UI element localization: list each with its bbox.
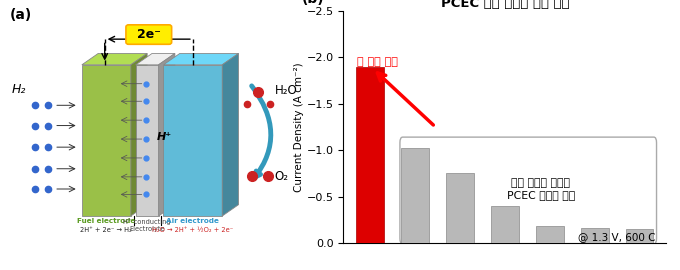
Text: H⁺: H⁺	[157, 132, 172, 142]
Text: (a): (a)	[10, 8, 33, 22]
Bar	[581, 228, 609, 243]
Polygon shape	[82, 53, 147, 65]
FancyBboxPatch shape	[400, 137, 656, 244]
Text: H₂: H₂	[12, 83, 26, 96]
Bar	[446, 173, 474, 243]
Text: Fuel electrode: Fuel electrode	[78, 218, 135, 224]
Bar	[491, 206, 519, 243]
Text: 본 연구 결과: 본 연구 결과	[357, 57, 398, 67]
Polygon shape	[222, 53, 239, 216]
Text: 2e⁻: 2e⁻	[137, 28, 160, 41]
Text: 최근 문헌에 보고된
PCEC 수전해 성능: 최근 문헌에 보고된 PCEC 수전해 성능	[507, 178, 575, 200]
Polygon shape	[136, 65, 158, 216]
Text: H⁺ conducting
Electrolyte: H⁺ conducting Electrolyte	[123, 218, 171, 232]
Text: 2H⁺ + 2e⁻ → H₂: 2H⁺ + 2e⁻ → H₂	[80, 227, 132, 233]
Text: O₂: O₂	[275, 170, 288, 183]
Text: H₂O → 2H⁺ + ½O₂ + 2e⁻: H₂O → 2H⁺ + ½O₂ + 2e⁻	[152, 227, 233, 233]
Polygon shape	[163, 65, 222, 216]
Bar	[536, 226, 564, 243]
Bar	[626, 229, 653, 243]
Y-axis label: Current Density (A cm⁻²): Current Density (A cm⁻²)	[294, 62, 304, 192]
Text: Air electrode: Air electrode	[167, 218, 219, 224]
Text: H₂O: H₂O	[275, 85, 297, 97]
Polygon shape	[131, 53, 147, 216]
Text: @ 1.3 V, 600 C: @ 1.3 V, 600 C	[578, 232, 656, 242]
Bar	[356, 66, 384, 243]
Text: (b): (b)	[301, 0, 324, 6]
Polygon shape	[158, 53, 175, 216]
Polygon shape	[82, 65, 131, 216]
Bar	[401, 148, 429, 243]
Polygon shape	[136, 53, 175, 65]
FancyBboxPatch shape	[126, 25, 171, 44]
Polygon shape	[163, 53, 239, 65]
Title: PCEC 기반 수전해 성능 비교: PCEC 기반 수전해 성능 비교	[441, 0, 569, 10]
